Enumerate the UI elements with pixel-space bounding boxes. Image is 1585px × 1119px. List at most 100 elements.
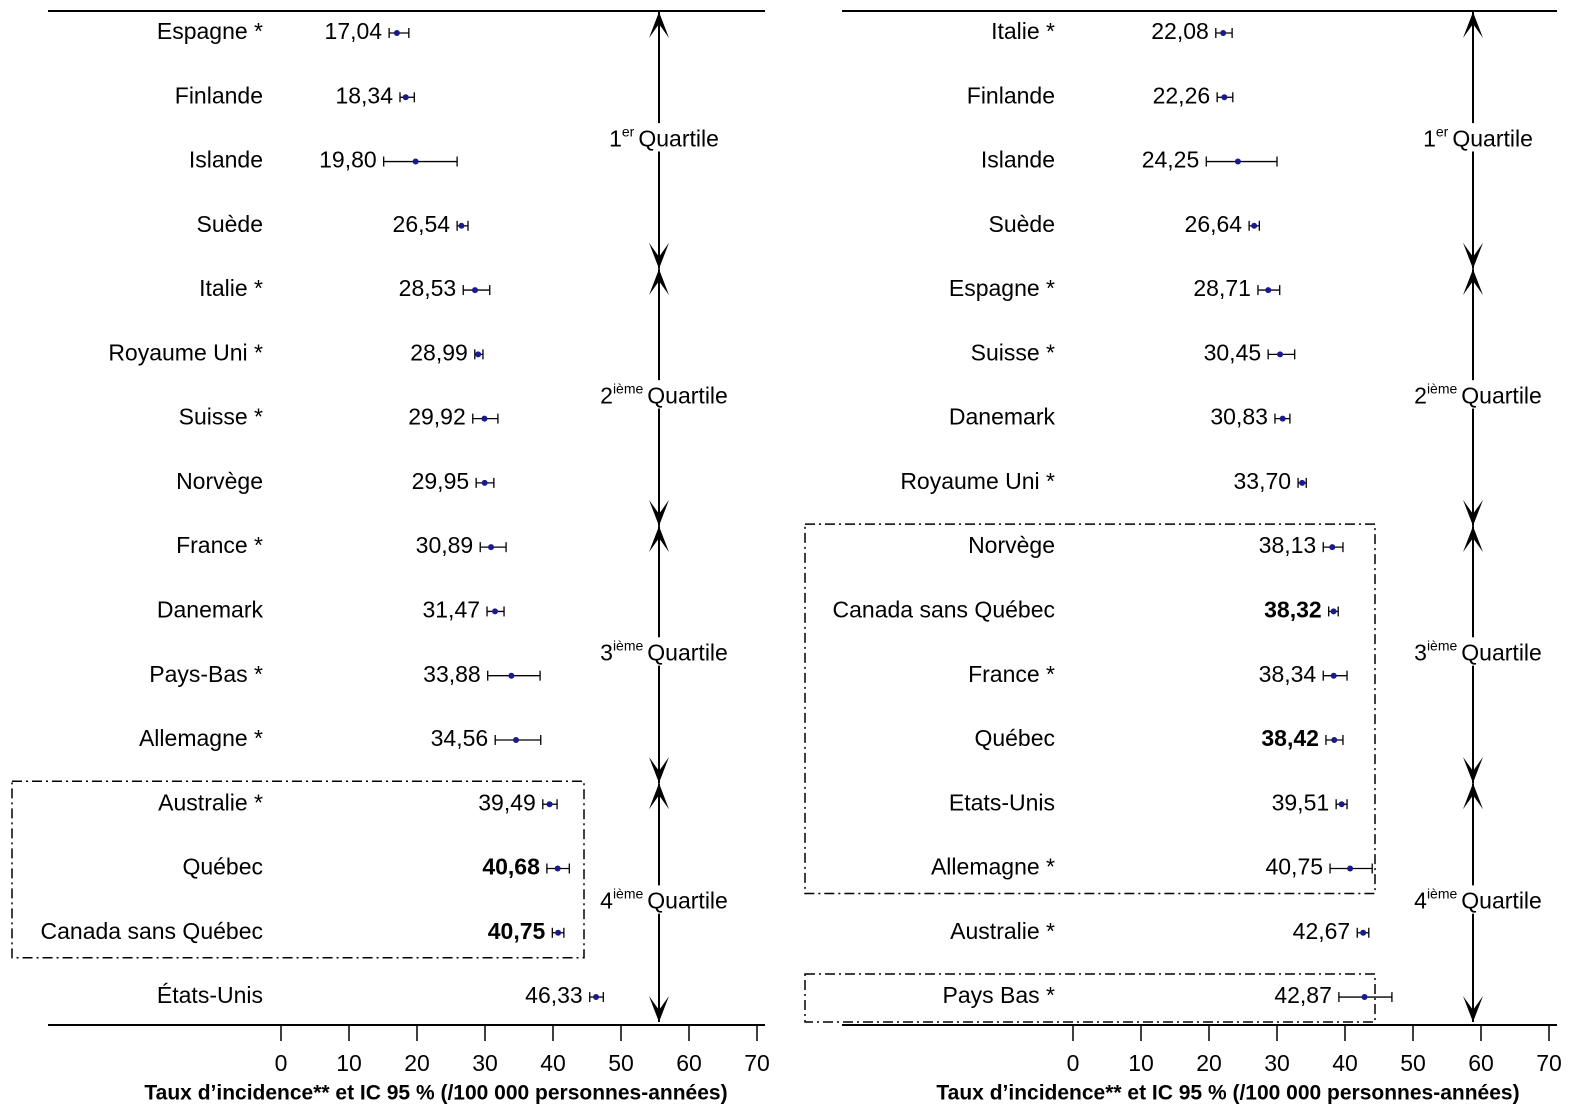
arrow-head [649, 499, 669, 526]
label-bg [607, 123, 721, 152]
country-label: Etats-Unis [949, 789, 1055, 815]
quartile-suffix: ième [613, 885, 644, 901]
x-tick-label: 50 [1400, 1050, 1426, 1076]
country-label: Suède [196, 211, 263, 237]
x-tick-label: 0 [1067, 1050, 1080, 1076]
point [481, 415, 488, 422]
point [1277, 351, 1284, 358]
point [1279, 415, 1286, 422]
country-label: Italie * [991, 18, 1055, 44]
label-bg [1412, 885, 1544, 914]
value-label: 42,87 [1274, 982, 1332, 1008]
point [1330, 608, 1337, 615]
x-tick-label: 30 [472, 1050, 498, 1076]
value-label: 26,64 [1185, 211, 1243, 237]
quartile-suffix: ième [613, 637, 644, 653]
arrow-head [1463, 996, 1483, 1023]
point [1331, 736, 1338, 743]
value-label: 22,26 [1153, 82, 1211, 108]
country-label: Pays-Bas * [149, 661, 263, 687]
quartile-number: 3 [1414, 640, 1427, 666]
value-label: 28,71 [1193, 275, 1251, 301]
country-label: Finlande [175, 82, 263, 108]
country-label: Finlande [967, 82, 1055, 108]
country-label: Italie * [199, 275, 263, 301]
country-label: France * [176, 532, 263, 558]
value-label: 33,88 [423, 661, 481, 687]
value-label: 28,53 [399, 275, 457, 301]
quartile-label: 1er Quartile [609, 123, 719, 151]
country-label: Danemark [157, 597, 264, 623]
value-label: 19,80 [319, 147, 377, 173]
country-label: Québec [182, 854, 263, 880]
value-label: 24,25 [1142, 147, 1200, 173]
value-label: 39,49 [478, 789, 536, 815]
point [412, 158, 419, 165]
x-tick-label: 10 [336, 1050, 362, 1076]
point [402, 94, 409, 101]
quartile-number: 1 [1423, 125, 1436, 151]
arrow-head [1463, 783, 1483, 810]
country-label: France * [968, 661, 1055, 687]
point [513, 736, 520, 743]
point [1265, 287, 1272, 294]
quartile-label: 3ième Quartile [600, 637, 728, 665]
quartile-label: 1er Quartile [1423, 123, 1533, 151]
quartile-suffix: ième [1427, 885, 1458, 901]
value-label: 31,47 [422, 597, 480, 623]
country-label: États-Unis [157, 982, 263, 1008]
x-tick-label: 20 [1196, 1050, 1222, 1076]
x-tick-label: 60 [676, 1050, 702, 1076]
arrow-head [1463, 12, 1483, 38]
country-label: Suisse * [179, 404, 263, 430]
country-label: Suède [988, 211, 1055, 237]
arrow-head [1463, 269, 1483, 296]
country-label: Danemark [949, 404, 1056, 430]
point [1338, 801, 1345, 808]
quartile-text: Quartile [1461, 888, 1542, 914]
quartile-text: Quartile [647, 383, 728, 409]
quartile-text: Quartile [638, 125, 719, 151]
point [593, 994, 600, 1001]
value-label: 34,56 [431, 725, 489, 751]
country-label: Allemagne * [931, 854, 1055, 880]
value-label: 30,45 [1204, 339, 1262, 365]
quartile-suffix: er [622, 123, 635, 139]
country-label: Royaume Uni * [900, 468, 1055, 494]
quartile-number: 2 [1414, 383, 1427, 409]
value-label: 22,08 [1151, 18, 1209, 44]
arrow-head [649, 242, 669, 269]
quartile-number: 2 [600, 383, 613, 409]
quartile-number: 4 [600, 888, 613, 914]
label-bg [1412, 637, 1544, 666]
point [1347, 865, 1354, 872]
country-label: Allemagne * [139, 725, 263, 751]
quartile-suffix: er [1436, 123, 1449, 139]
label-bg [598, 380, 730, 409]
arrow-head [649, 269, 669, 296]
value-label: 38,13 [1259, 532, 1317, 558]
quartile-label: 4ième Quartile [600, 885, 728, 913]
label-bg [598, 637, 730, 666]
country-label: Québec [974, 725, 1055, 751]
quartile-label: 3ième Quartile [1414, 637, 1542, 665]
x-tick-label: 40 [1332, 1050, 1358, 1076]
highlight-box [804, 973, 1376, 1023]
value-label: 40,75 [1265, 854, 1323, 880]
point [475, 351, 482, 358]
quartile-number: 3 [600, 640, 613, 666]
quartile-text: Quartile [1461, 640, 1542, 666]
point [472, 287, 479, 294]
point [554, 865, 561, 872]
value-label: 40,68 [482, 854, 540, 880]
arrow-head [649, 783, 669, 810]
x-tick-label: 30 [1264, 1050, 1290, 1076]
point [1221, 94, 1228, 101]
point [1251, 222, 1258, 229]
arrow-head [1463, 756, 1483, 783]
value-label: 42,67 [1293, 918, 1351, 944]
point [1220, 30, 1227, 36]
point [1329, 544, 1336, 551]
value-label: 28,99 [410, 339, 468, 365]
